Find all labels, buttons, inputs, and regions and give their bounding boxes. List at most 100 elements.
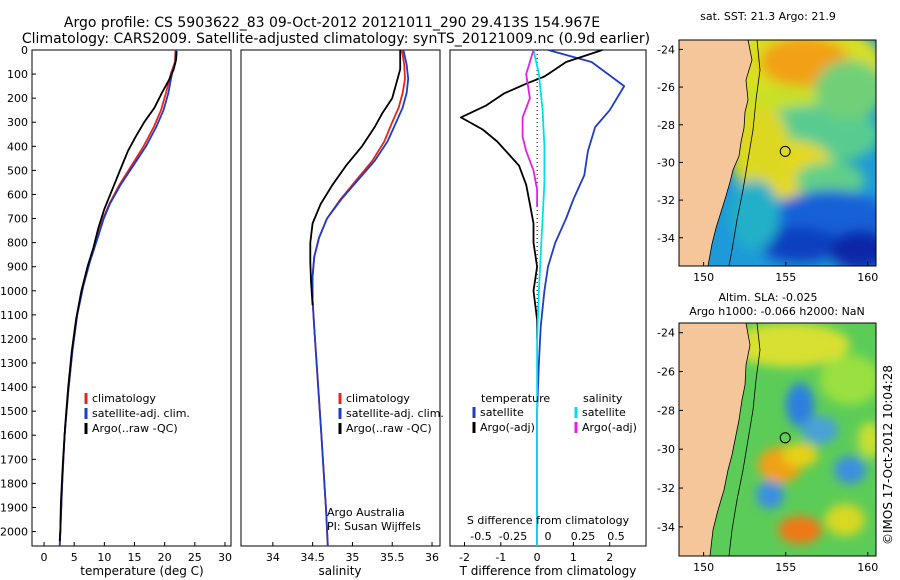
sst-argo-location-marker	[779, 145, 791, 157]
map-y-tick-label: -34	[657, 232, 675, 245]
depth-tick-label: 800	[7, 237, 28, 250]
depth-tick-label: 1000	[0, 285, 28, 298]
depth-tick-label: 1300	[0, 357, 28, 370]
series-line-argo-adj-	[459, 49, 603, 339]
difference-axis-ticks: -2 -1 0 1 2	[459, 542, 613, 564]
legend-label: satellite	[582, 406, 626, 419]
salinity-series	[309, 49, 410, 547]
temperature-axis-label: temperature (deg C)	[80, 564, 203, 578]
sla-argo-location-marker	[779, 432, 791, 444]
credit-line1: Argo Australia	[327, 506, 405, 519]
credit-line2: PI: Susan Wijffels	[327, 520, 421, 533]
x-tick-label: 35.5	[380, 551, 405, 564]
legend-label: satellite-adj. clim.	[92, 407, 190, 420]
series-line-argo-raw-qc-	[58, 51, 178, 542]
sla-land-mask	[679, 323, 751, 556]
map-y-tick-label: -30	[657, 443, 675, 456]
difference-plot-frame	[449, 49, 647, 547]
salinity-difference-label: S difference from climatology	[467, 514, 630, 527]
sla-map-frame	[678, 322, 877, 557]
depth-tick-label: 400	[7, 140, 28, 153]
legend-label: satellite-adj. clim.	[346, 407, 444, 420]
series-line-argo-raw-qc-	[309, 50, 402, 306]
difference-series	[459, 49, 626, 546]
s-tick-label: -0.5	[470, 530, 491, 543]
salinity-axis-label: salinity	[318, 564, 361, 578]
map-y-tick-label: -24	[657, 327, 675, 340]
map-y-tick-label: -28	[657, 119, 675, 132]
x-tick-label: 0	[41, 551, 48, 564]
x-tick-label: 10	[97, 551, 111, 564]
sla-heatmap	[679, 323, 876, 556]
x-tick-label: 35	[345, 551, 359, 564]
depth-tick-label: 2000	[0, 526, 28, 539]
x-tick-label: 34.5	[300, 551, 325, 564]
difference-legend: temperature salinitysatelliteArgo(-adj)sa…	[472, 392, 637, 434]
map-x-tick-label: 160	[857, 561, 878, 574]
depth-tick-label: 600	[7, 188, 28, 201]
s-tick-label: 0	[545, 530, 552, 543]
temperature-legend: climatology satellite-adj. clim. Argo(..ra…	[84, 392, 190, 435]
sla-map-panel: Altim. SLA: -0.025 Argo h1000: -0.066 h2…	[657, 291, 878, 574]
temperature-panel: 0100200300400500600700800900100011001200…	[0, 44, 454, 578]
x-tick-label: 2	[606, 551, 613, 564]
x-tick-label: -1	[495, 551, 506, 564]
depth-tick-label: 1900	[0, 501, 28, 514]
x-tick-label: 0	[534, 551, 541, 564]
sst-map-panel: sat. SST: 21.3 Argo: 21.9 150 15	[657, 10, 878, 284]
sst-map-title: sat. SST: 21.3 Argo: 21.9	[700, 10, 836, 23]
depth-tick-label: 1200	[0, 333, 28, 346]
map-x-tick-label: 155	[775, 271, 796, 284]
depth-tick-label: 1500	[0, 405, 28, 418]
depth-tick-label: 1800	[0, 477, 28, 490]
legend-label: climatology	[92, 392, 156, 405]
legend-header: salinity	[583, 392, 623, 405]
salinity-legend: climatology satellite-adj. clim. Argo(..ra…	[338, 392, 444, 435]
map-x-tick-label: 155	[775, 561, 796, 574]
sst-land-mask	[679, 40, 753, 266]
temperature-plot-frame	[31, 49, 232, 547]
legend-label: Argo(-adj)	[582, 421, 637, 434]
depth-tick-label: 100	[7, 68, 28, 81]
map-y-tick-label: -26	[657, 366, 675, 379]
difference-panel: -2 -1 0 1 2 temperature salinitysatelliteArgo…	[449, 49, 647, 578]
temperature-axis-ticks: 0 5 10 15 20 25 30	[41, 542, 232, 564]
depth-tick-label: 500	[7, 164, 28, 177]
map-y-tick-label: -34	[657, 521, 675, 534]
legend-label: climatology	[346, 392, 410, 405]
map-y-tick-label: -32	[657, 194, 675, 207]
sst-heatmap	[679, 40, 876, 266]
x-tick-label: 1	[570, 551, 577, 564]
sla-map-title-line2: Argo h1000: -0.066 h2000: NaN	[689, 305, 865, 318]
salinity-axis-ticks: 34 34.5 35 35.5 36	[266, 542, 439, 564]
s-tick-label: -0.25	[499, 530, 527, 543]
depth-tick-label: 1100	[0, 309, 28, 322]
sst-map-ticks: 150 155 160 -24 -26 -28 -30 -32 -34	[657, 43, 878, 284]
sla-map-ticks: 150 155 160 -24 -26 -28 -30 -32 -34	[657, 327, 878, 574]
sla-isobath-line	[728, 323, 761, 556]
depth-tick-label: 200	[7, 92, 28, 105]
temperature-series	[58, 49, 178, 547]
x-tick-label: 30	[218, 551, 232, 564]
depth-tick-label: 1400	[0, 381, 28, 394]
legend-label: Argo(..raw -QC)	[346, 422, 432, 435]
figure-title-line1: Argo profile: CS 5903622_83 09-Oct-2012 …	[64, 15, 600, 31]
legend-label: Argo(-adj)	[480, 421, 535, 434]
x-tick-label: -2	[459, 551, 470, 564]
x-tick-label: 15	[128, 551, 142, 564]
depth-tick-label: 300	[7, 116, 28, 129]
imos-copyright-stamp: ©IMOS 17-Oct-2012 10:04:28	[881, 365, 895, 545]
sst-map-frame	[678, 39, 877, 267]
legend-label: satellite	[480, 406, 524, 419]
salinity-panel: 34 34.5 35 35.5 36 climatology satellite-adj.…	[240, 49, 444, 578]
series-line-satellite	[536, 49, 626, 546]
salinity-plot-frame	[240, 49, 441, 547]
sla-map-title-line1: Altim. SLA: -0.025	[718, 291, 817, 304]
map-y-tick-label: -26	[657, 81, 675, 94]
temperature-difference-label: T difference from climatology	[459, 564, 637, 578]
x-tick-label: 5	[71, 551, 78, 564]
series-line-argo-adj-	[521, 49, 538, 207]
depth-tick-label: 1600	[0, 429, 28, 442]
map-y-tick-label: -30	[657, 156, 675, 169]
